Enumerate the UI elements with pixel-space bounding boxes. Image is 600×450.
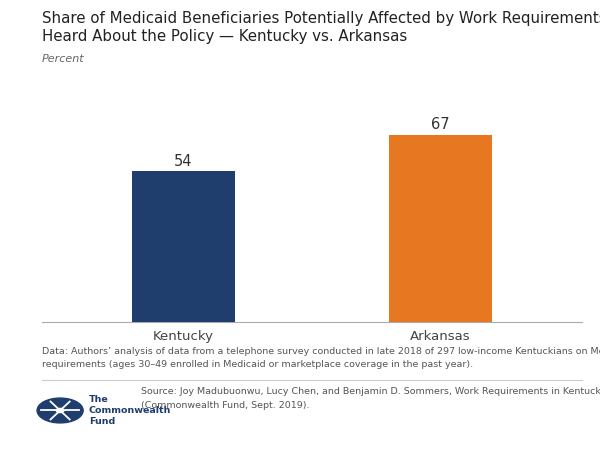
Text: Heard About the Policy — Kentucky vs. Arkansas: Heard About the Policy — Kentucky vs. Ar… bbox=[42, 29, 407, 44]
Bar bbox=[132, 171, 235, 322]
Text: Percent: Percent bbox=[42, 54, 85, 64]
Text: 67: 67 bbox=[431, 117, 450, 132]
Circle shape bbox=[56, 409, 64, 413]
Bar bbox=[389, 135, 492, 322]
Text: (Commonwealth Fund, Sept. 2019).: (Commonwealth Fund, Sept. 2019). bbox=[141, 401, 310, 410]
Text: Share of Medicaid Beneficiaries Potentially Affected by Work Requirements Who Ha: Share of Medicaid Beneficiaries Potentia… bbox=[42, 11, 600, 26]
Circle shape bbox=[37, 398, 83, 423]
Text: The: The bbox=[89, 395, 109, 404]
Text: Commonwealth: Commonwealth bbox=[89, 406, 171, 415]
Text: 54: 54 bbox=[174, 153, 193, 169]
Text: Source: Joy Madubuonwu, Lucy Chen, and Benjamin D. Sommers, Work Requirements in: Source: Joy Madubuonwu, Lucy Chen, and B… bbox=[141, 387, 600, 396]
Text: requirements (ages 30–49 enrolled in Medicaid or marketplace coverage in the pas: requirements (ages 30–49 enrolled in Med… bbox=[42, 360, 473, 369]
Text: Data: Authors’ analysis of data from a telephone survey conducted in late 2018 o: Data: Authors’ analysis of data from a t… bbox=[42, 346, 600, 356]
Text: Fund: Fund bbox=[89, 418, 115, 427]
